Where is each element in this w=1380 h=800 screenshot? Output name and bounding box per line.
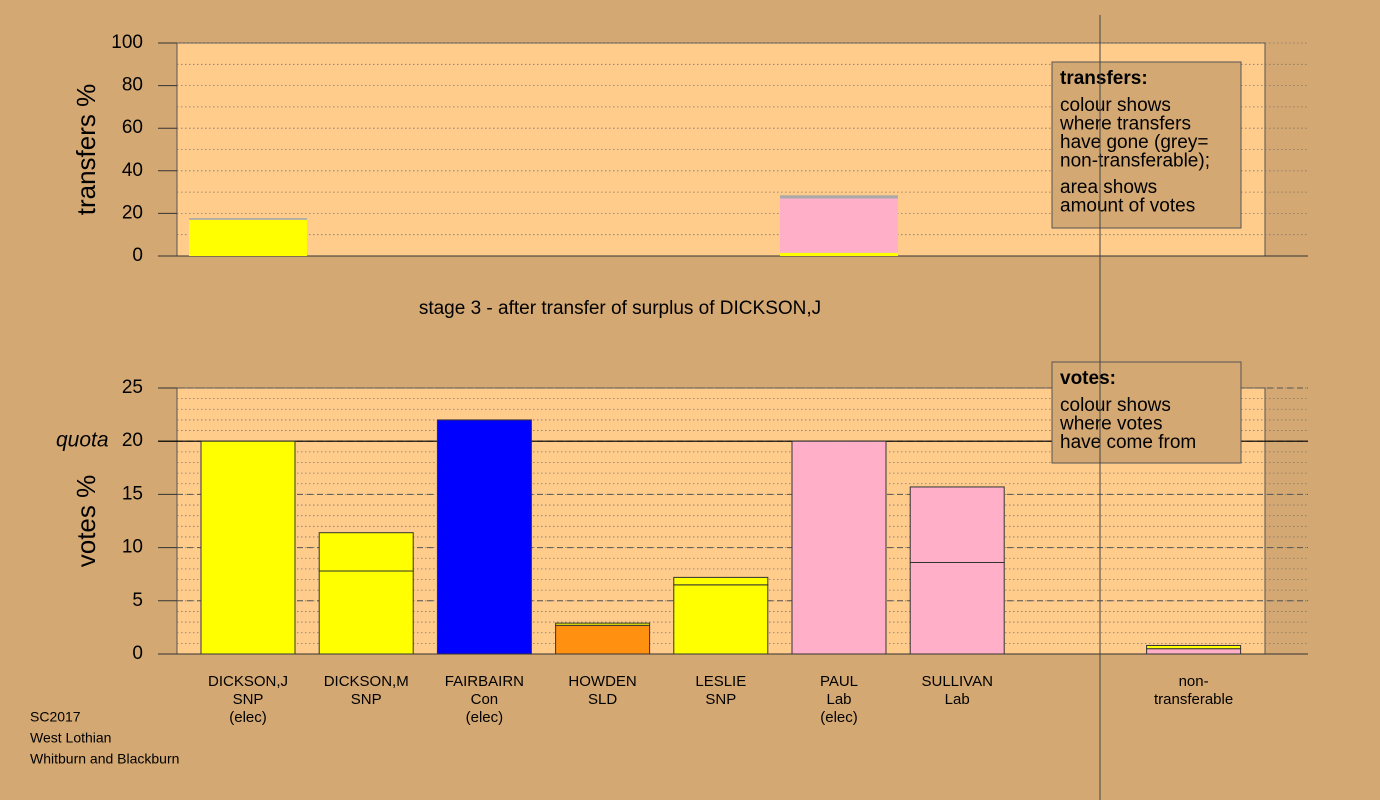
y-tick-label: 100 xyxy=(111,32,143,53)
x-tick-label: SLD xyxy=(588,691,617,708)
footer-text: Whitburn and Blackburn xyxy=(30,751,179,767)
x-tick-label: PAUL xyxy=(820,673,858,690)
y-tick-label: 10 xyxy=(122,537,143,558)
footer-text: West Lothian xyxy=(30,730,111,746)
note-line: have gone (grey= xyxy=(1060,132,1208,153)
note-line: where transfers xyxy=(1059,114,1191,135)
bar-segment xyxy=(673,576,769,586)
x-tick-label: Con xyxy=(471,691,499,708)
note-box xyxy=(1051,61,1242,229)
x-tick-label: transferable xyxy=(1154,691,1233,708)
y-tick-label: 25 xyxy=(122,377,143,398)
note-line: area shows xyxy=(1060,177,1157,198)
note-title: votes: xyxy=(1060,368,1116,389)
bar-segment xyxy=(318,532,414,572)
note-line: where votes xyxy=(1059,414,1162,435)
bar-segment xyxy=(1146,644,1242,650)
y-tick-label: 80 xyxy=(122,75,143,96)
y-tick-label: 20 xyxy=(122,430,143,451)
chart-title: stage 3 - after transfer of surplus of D… xyxy=(419,298,821,319)
bar-segment xyxy=(555,622,651,626)
y-axis-label: votes % xyxy=(71,475,101,568)
bar-segment xyxy=(555,624,651,655)
y-axis-label: transfers % xyxy=(71,84,101,216)
y-tick-label: 20 xyxy=(122,202,143,223)
bar-segment xyxy=(909,561,1005,655)
note-line: amount of votes xyxy=(1060,196,1195,217)
bar-segment xyxy=(189,219,307,256)
bar-segment xyxy=(318,570,414,655)
x-tick-label: (elec) xyxy=(820,709,858,726)
x-tick-label: SNP xyxy=(351,691,382,708)
x-tick-label: Lab xyxy=(945,691,970,708)
x-tick-label: HOWDEN xyxy=(568,673,636,690)
x-tick-label: DICKSON,J xyxy=(208,673,288,690)
y-tick-label: 0 xyxy=(132,643,143,664)
x-tick-label: (elec) xyxy=(466,709,504,726)
bar-segment xyxy=(780,195,898,199)
note-title: transfers: xyxy=(1060,68,1148,89)
x-tick-label: Lab xyxy=(826,691,851,708)
bar-segment xyxy=(780,252,898,256)
note-line: colour shows xyxy=(1060,95,1171,116)
footer-text: SC2017 xyxy=(30,709,81,725)
x-tick-label: LESLIE xyxy=(695,673,746,690)
x-tick-label: DICKSON,M xyxy=(324,673,409,690)
bar-segment xyxy=(909,486,1005,563)
note-line: have come from xyxy=(1060,432,1196,453)
note-line: colour shows xyxy=(1060,395,1171,416)
bar-segment xyxy=(436,419,532,655)
x-tick-label: SNP xyxy=(233,691,264,708)
note-line: non-transferable); xyxy=(1060,151,1210,172)
x-tick-label: SNP xyxy=(705,691,736,708)
bar-segment xyxy=(673,584,769,655)
y-tick-label: 0 xyxy=(132,245,143,266)
x-tick-label: FAIRBAIRN xyxy=(445,673,524,690)
bar-segment xyxy=(780,198,898,253)
x-tick-label: SULLIVAN xyxy=(921,673,992,690)
y-tick-label: 15 xyxy=(122,483,143,504)
bar-segment xyxy=(200,440,296,655)
note-box xyxy=(1051,361,1242,464)
x-tick-label: (elec) xyxy=(229,709,267,726)
y-tick-label: 5 xyxy=(132,590,143,611)
y-tick-label: 40 xyxy=(122,160,143,181)
x-tick-label: non- xyxy=(1179,673,1209,690)
bar-segment xyxy=(1146,648,1242,655)
bar-segment xyxy=(189,218,307,220)
bar-segment xyxy=(791,440,887,655)
y-tick-label: 60 xyxy=(122,117,143,138)
quota-label: quota xyxy=(56,429,109,452)
